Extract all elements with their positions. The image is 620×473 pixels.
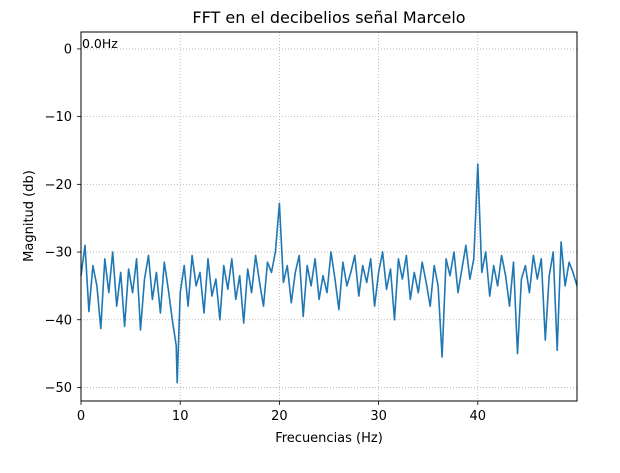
y-tick-label: −20	[45, 178, 72, 193]
fft-magnitude-line	[80, 163, 578, 384]
y-axis-label: Magnitud (db)	[22, 170, 37, 262]
plot-area	[80, 163, 578, 384]
x-tick-label: 20	[271, 409, 288, 424]
x-tick-label: 40	[470, 409, 487, 424]
y-tick-label: −30	[45, 246, 72, 261]
y-tick-label: −50	[45, 381, 72, 396]
x-tick-label: 0	[77, 409, 85, 424]
axes-frame	[80, 31, 578, 402]
y-tick-label: −40	[45, 313, 72, 328]
x-tick-label: 10	[172, 409, 189, 424]
y-tick-label: −10	[45, 110, 72, 125]
x-tick-label: 30	[370, 409, 387, 424]
peak-annotation: 0.0Hz	[82, 36, 118, 51]
y-tick-label: 0	[64, 42, 72, 57]
y-axis-ticks: 0 −10 −20 −30 −40 −50	[45, 42, 81, 396]
chart-title: FFT en el decibelios señal Marcelo	[192, 8, 465, 27]
x-axis-ticks: 0 10 20 30 40	[77, 401, 486, 424]
x-axis-label: Frecuencias (Hz)	[275, 431, 383, 446]
